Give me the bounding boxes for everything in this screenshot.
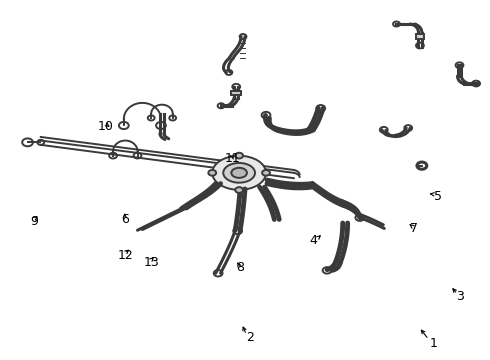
Text: 8: 8 xyxy=(236,261,244,274)
Text: 12: 12 xyxy=(118,249,133,262)
Text: 4: 4 xyxy=(310,234,318,247)
Text: 9: 9 xyxy=(30,215,38,228)
Circle shape xyxy=(262,170,270,176)
Bar xyxy=(231,91,241,95)
Text: 6: 6 xyxy=(122,213,129,226)
Circle shape xyxy=(208,170,216,176)
Ellipse shape xyxy=(212,156,266,190)
Text: 7: 7 xyxy=(410,222,417,235)
Text: 5: 5 xyxy=(434,190,442,203)
Circle shape xyxy=(235,187,243,193)
Text: 1: 1 xyxy=(429,337,437,350)
Bar xyxy=(416,35,424,39)
Ellipse shape xyxy=(231,168,247,178)
Text: 13: 13 xyxy=(143,256,159,269)
Text: 2: 2 xyxy=(246,331,254,344)
Text: 11: 11 xyxy=(225,152,241,165)
Circle shape xyxy=(235,153,243,158)
Text: 3: 3 xyxy=(456,290,464,303)
Text: 10: 10 xyxy=(98,120,114,133)
Ellipse shape xyxy=(223,163,255,183)
